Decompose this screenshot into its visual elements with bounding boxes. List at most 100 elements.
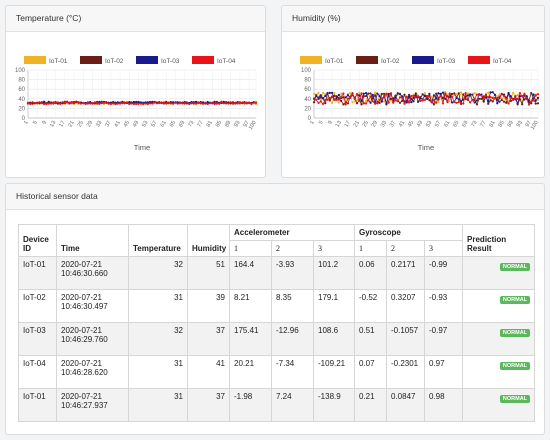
data-point xyxy=(482,100,485,103)
gyr-1-cell: 0.51 xyxy=(354,322,387,356)
data-point xyxy=(190,102,193,105)
data-point xyxy=(471,98,474,102)
data-point xyxy=(498,95,501,98)
data-point xyxy=(462,93,465,96)
data-point xyxy=(462,102,465,105)
clock-text: 10:46:29.760 xyxy=(61,335,108,344)
data-point xyxy=(536,96,540,100)
x-tick-label: 77 xyxy=(479,120,487,128)
data-point xyxy=(312,92,316,96)
data-point xyxy=(91,102,94,105)
data-point xyxy=(333,94,336,97)
legend-label: IoT-04 xyxy=(493,58,512,65)
data-point xyxy=(151,100,154,103)
data-point xyxy=(482,97,485,100)
acc-1-cell: 8.21 xyxy=(229,289,272,323)
table-row: IoT-02 2020-07-21 10:46:30.497 31 39 8.21… xyxy=(18,289,536,323)
clock-text: 10:46:28.620 xyxy=(61,368,108,377)
data-point xyxy=(137,101,140,104)
clock-text: 10:46:30.660 xyxy=(61,269,108,278)
data-point xyxy=(148,102,152,105)
header-gyroscope: Gyroscope xyxy=(353,224,464,241)
data-point xyxy=(218,102,221,105)
gyr-2-cell: -0.1057 xyxy=(386,322,425,356)
x-tick-label: 41 xyxy=(114,120,122,128)
data-point xyxy=(475,99,479,102)
x-tick-label: 61 xyxy=(160,120,168,128)
acc-2-cell: 7.24 xyxy=(271,388,314,422)
data-point xyxy=(383,95,386,98)
data-point xyxy=(530,91,533,95)
data-point xyxy=(254,101,258,104)
data-point xyxy=(346,94,350,97)
data-point xyxy=(328,91,331,94)
data-point xyxy=(459,101,463,104)
x-tick-label: 69 xyxy=(178,120,186,128)
data-point xyxy=(405,95,408,98)
data-point xyxy=(498,100,501,103)
data-point xyxy=(199,101,202,104)
data-point xyxy=(441,91,445,94)
data-point xyxy=(455,101,458,104)
data-point xyxy=(435,97,438,100)
data-point xyxy=(174,101,177,104)
x-tick-label: 37 xyxy=(389,120,397,128)
temperature-cell: 31 xyxy=(128,355,188,389)
data-point xyxy=(252,101,255,104)
table-row: IoT-03 2020-07-21 10:46:29.760 32 37 175.… xyxy=(18,322,536,356)
data-point xyxy=(68,101,71,104)
data-point xyxy=(52,101,55,104)
legend-label: IoT-01 xyxy=(49,58,68,65)
header-acc-axis-1: 1 xyxy=(229,240,272,257)
data-point xyxy=(63,101,66,104)
data-point xyxy=(389,97,393,101)
data-point xyxy=(160,101,163,104)
data-point xyxy=(192,102,195,105)
data-point xyxy=(215,102,218,105)
data-point xyxy=(342,92,345,95)
data-point xyxy=(33,102,37,105)
data-point xyxy=(75,101,78,104)
header-humidity: Humidity xyxy=(187,224,230,257)
data-point xyxy=(331,101,334,104)
data-point xyxy=(102,101,106,104)
gyr-1-cell: 0.06 xyxy=(354,256,387,290)
data-point xyxy=(435,92,438,95)
data-point xyxy=(206,100,209,104)
data-point xyxy=(480,97,483,101)
data-point xyxy=(421,93,424,96)
data-point xyxy=(376,92,379,95)
data-point xyxy=(489,96,492,99)
time-cell: 2020-07-21 10:46:30.497 xyxy=(56,289,129,323)
data-point xyxy=(448,92,451,95)
data-point xyxy=(181,102,184,105)
data-point xyxy=(407,101,411,104)
data-point xyxy=(231,102,235,105)
table-row: IoT-04 2020-07-21 10:46:28.620 31 41 20.2… xyxy=(18,355,536,389)
data-point xyxy=(351,93,354,96)
data-point xyxy=(61,101,64,104)
data-point xyxy=(144,102,147,105)
x-tick-label: 29 xyxy=(371,120,379,128)
x-tick-label: 25 xyxy=(362,120,370,128)
data-point xyxy=(491,100,494,103)
data-point xyxy=(208,102,212,105)
time-cell: 2020-07-21 10:46:29.760 xyxy=(56,322,129,356)
x-tick-label: 13 xyxy=(49,120,57,128)
data-point xyxy=(364,99,368,103)
data-point xyxy=(446,100,449,104)
data-point xyxy=(439,94,442,98)
data-point xyxy=(135,102,138,105)
data-point xyxy=(178,101,182,105)
data-point xyxy=(29,102,32,106)
x-tick-label: 77 xyxy=(197,120,205,128)
gyr-3-cell: -0.97 xyxy=(423,322,464,356)
data-point xyxy=(516,102,519,105)
data-point xyxy=(344,96,347,99)
data-point xyxy=(158,102,161,105)
gyr-3-cell: 0.98 xyxy=(423,388,464,422)
data-point xyxy=(346,102,350,105)
data-point xyxy=(201,102,205,105)
data-point xyxy=(56,101,60,104)
